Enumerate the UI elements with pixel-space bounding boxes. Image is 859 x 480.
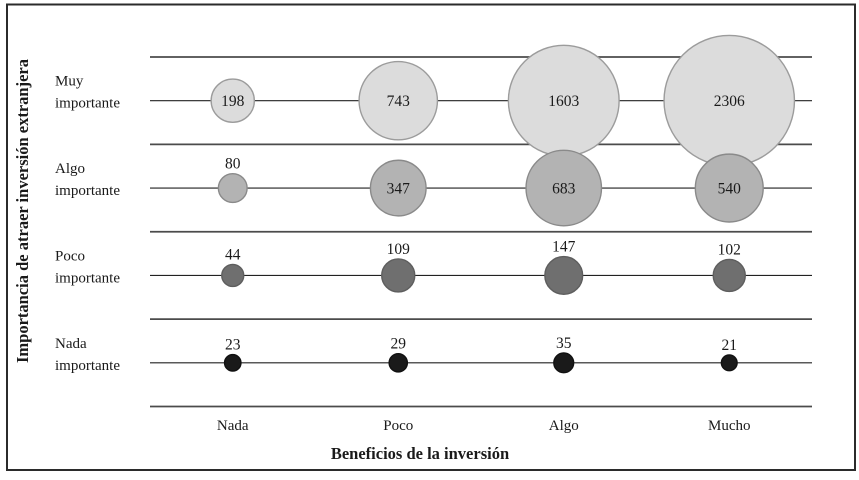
bubble-value-label: 109 [387, 241, 411, 258]
value-labels: 198 743 1603 2306 80 347 683 540 44 109 147 102 23 29… [221, 93, 745, 354]
bubble-value-label: 29 [391, 336, 407, 353]
y-category-label: Poco importante [55, 248, 120, 286]
bubble [369, 159, 427, 217]
bubble-value-label: 23 [225, 337, 241, 354]
bubble [358, 60, 439, 141]
y-axis-category-labels: Muy importante Algo importante Poco important… [55, 74, 120, 374]
bubble [720, 354, 738, 372]
bubble-value-label: 347 [387, 180, 411, 197]
x-category-label: Nada [217, 418, 249, 434]
bubble [525, 149, 603, 227]
x-axis-title: Beneficios de la inversión [331, 444, 509, 463]
bubble [388, 353, 409, 373]
bubble-value-label: 1603 [548, 93, 579, 110]
bubble-series [210, 34, 796, 374]
x-category-label: Algo [549, 418, 579, 434]
bubble [221, 263, 245, 288]
bubble [694, 153, 764, 223]
bubble-value-label: 35 [556, 335, 572, 352]
y-category-label: Algo importante [55, 161, 120, 199]
x-category-label: Mucho [708, 418, 751, 434]
bubble-value-label: 102 [718, 241, 741, 258]
bubble-value-label: 80 [225, 156, 241, 173]
bubble [544, 255, 584, 296]
bubble-value-label: 44 [225, 246, 241, 263]
y-axis-title: Importancia de atraer inversión extranje… [13, 59, 32, 363]
bubble-value-label: 540 [718, 180, 742, 197]
bubble-value-label: 198 [221, 93, 245, 110]
bubble [381, 258, 416, 293]
bubble-value-label: 147 [552, 239, 576, 256]
x-axis-category-labels: Nada Poco Algo Mucho [217, 418, 751, 434]
bubble [712, 258, 746, 293]
figure-border [6, 3, 856, 471]
bubble [553, 352, 575, 374]
bubble-value-label: 683 [552, 180, 576, 197]
bubble [210, 78, 256, 123]
bubble-value-label: 743 [387, 93, 411, 110]
x-category-label: Poco [383, 418, 413, 434]
bubble [223, 353, 242, 372]
bubble-value-label: 2306 [714, 93, 745, 110]
y-category-label: Nada importante [55, 336, 120, 374]
bubble [217, 172, 248, 204]
y-category-label: Muy importante [55, 74, 120, 112]
bubble-value-label: 21 [722, 337, 738, 354]
